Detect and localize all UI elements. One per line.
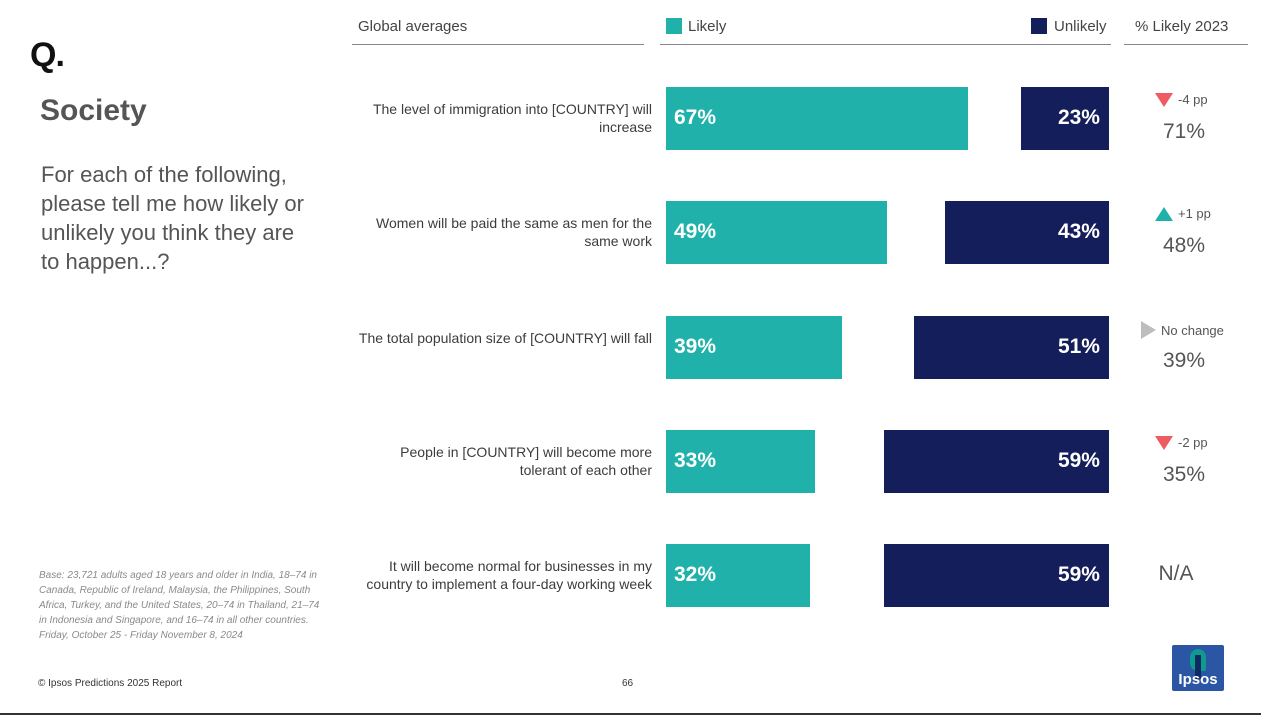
row-label: The total population size of [COUNTRY] w… [358, 330, 652, 346]
bar-likely-label: 32% [674, 563, 717, 586]
legend-likely-label: Likely [688, 18, 727, 35]
bar-likely: 39% [666, 316, 842, 379]
triangle-right-icon [1141, 321, 1156, 339]
bar-unlikely-label: 43% [1057, 220, 1100, 243]
pct-likely-2023: 39% [1162, 349, 1206, 372]
copyright-text: © Ipsos Predictions 2025 Report [38, 678, 183, 689]
bar-likely: 67% [666, 87, 968, 150]
header-rule-bars [660, 44, 1111, 45]
bar-unlikely-label: 59% [1057, 563, 1100, 586]
header-pct-likely-2023: % Likely 2023 [1135, 18, 1229, 35]
bar-likely-label: 33% [674, 449, 717, 472]
q-logo: Q. [30, 36, 65, 74]
legend-unlikely-label: Unlikely [1054, 18, 1107, 35]
change-text: -4 pp [1178, 92, 1208, 107]
bar-unlikely-label: 23% [1057, 106, 1100, 129]
bar-likely: 33% [666, 430, 815, 493]
triangle-down-icon [1155, 435, 1173, 450]
change-text: +1 pp [1178, 206, 1211, 221]
row-label: The level of immigration into [COUNTRY] … [372, 101, 652, 135]
change-text: -2 pp [1178, 435, 1208, 450]
bar-likely-label: 39% [674, 335, 717, 358]
change-indicator: -2 pp [1141, 435, 1256, 450]
header-rule-global [352, 44, 644, 45]
bar-likely-label: 67% [674, 106, 717, 129]
bar-likely: 49% [666, 201, 887, 264]
bar-unlikely-label: 59% [1057, 449, 1100, 472]
row-label: It will become normal for businesses in … [366, 558, 652, 592]
bar-unlikely: 59% [883, 544, 1109, 607]
triangle-up-icon [1155, 206, 1173, 221]
bar-unlikely-label: 51% [1057, 335, 1100, 358]
bar-likely-label: 49% [674, 220, 717, 243]
legend-unlikely-swatch [1031, 18, 1047, 34]
bottom-rule [0, 713, 1261, 715]
change-indicator: +1 pp [1141, 206, 1256, 221]
ipsos-logo: Ipsos [1172, 645, 1224, 691]
bar-unlikely: 59% [883, 430, 1109, 493]
pct-likely-2023: 48% [1162, 234, 1206, 257]
change-text: No change [1161, 322, 1224, 338]
legend-likely-swatch [666, 18, 682, 34]
base-note: Base: 23,721 adults aged 18 years and ol… [39, 570, 320, 641]
ipsos-logo-mark-stem [1195, 655, 1201, 679]
section-title: Society [40, 94, 147, 127]
row-label: Women will be paid the same as men for t… [376, 215, 652, 249]
row-label: People in [COUNTRY] will become more tol… [400, 444, 652, 478]
pct-likely-2023: 71% [1162, 120, 1206, 143]
pct-likely-2023: 35% [1162, 463, 1206, 486]
question-text: For each of the following, please tell m… [41, 162, 304, 274]
page-number: 66 [622, 678, 634, 689]
pct-likely-2023: N/A [1158, 562, 1194, 585]
bar-unlikely: 43% [944, 201, 1109, 264]
bar-likely: 32% [666, 544, 810, 607]
bar-unlikely: 23% [1021, 87, 1109, 150]
change-indicator: -4 pp [1141, 92, 1256, 107]
header-rule-pct [1124, 44, 1248, 45]
bar-unlikely: 51% [914, 316, 1109, 379]
header-global-averages: Global averages [358, 18, 468, 35]
triangle-down-icon [1155, 92, 1173, 107]
ipsos-logo-text: Ipsos [1178, 671, 1218, 688]
change-indicator: No change [1141, 321, 1256, 339]
